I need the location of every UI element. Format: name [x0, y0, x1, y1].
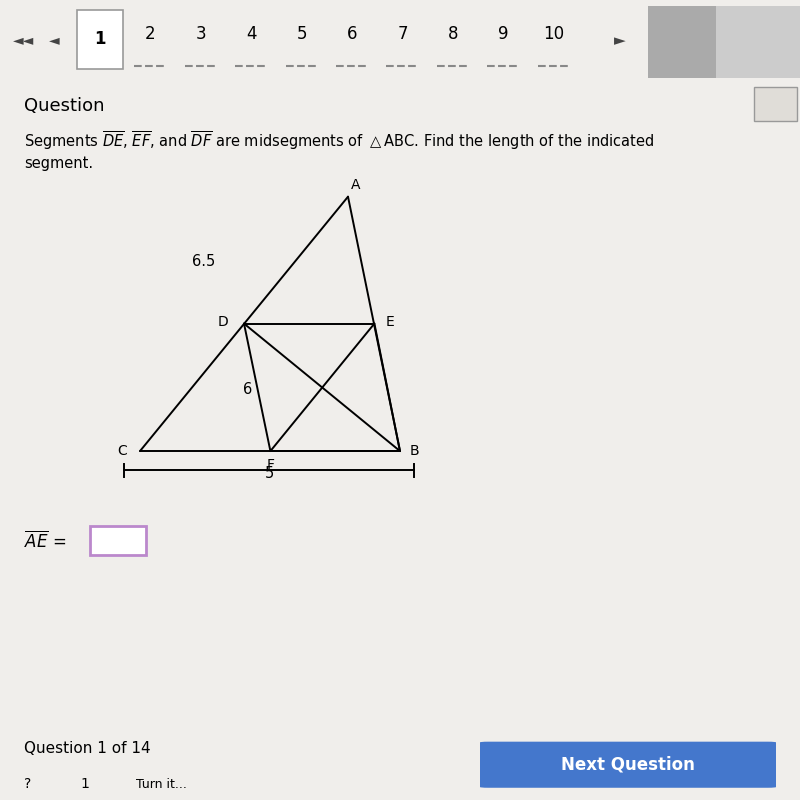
Text: E: E	[386, 315, 394, 330]
Text: 6.5: 6.5	[192, 254, 216, 269]
Text: 2: 2	[145, 25, 156, 42]
Text: 1: 1	[80, 777, 89, 791]
Text: Next Question: Next Question	[561, 755, 695, 773]
Text: Turn it...: Turn it...	[136, 778, 187, 790]
Text: 1: 1	[94, 30, 106, 48]
Text: ◄◄: ◄◄	[14, 34, 34, 47]
Text: 5: 5	[265, 466, 274, 481]
Text: ►: ►	[614, 33, 626, 48]
Text: 3: 3	[195, 25, 206, 42]
Text: Question 1 of 14: Question 1 of 14	[24, 741, 150, 756]
Text: 10: 10	[543, 25, 564, 42]
Text: 7: 7	[397, 25, 408, 42]
Text: 8: 8	[447, 25, 458, 42]
Text: ◄: ◄	[49, 34, 60, 47]
Text: F: F	[266, 458, 274, 472]
FancyBboxPatch shape	[754, 86, 797, 122]
FancyBboxPatch shape	[648, 6, 716, 78]
Text: $\overline{AE}$ =: $\overline{AE}$ =	[24, 530, 68, 552]
Text: D: D	[218, 315, 229, 330]
Text: 4: 4	[246, 25, 257, 42]
Text: 5: 5	[296, 25, 307, 42]
Text: Segments $\overline{DE}$, $\overline{EF}$, and $\overline{DF}$ are midsegments o: Segments $\overline{DE}$, $\overline{EF}…	[24, 129, 654, 152]
Text: B: B	[410, 444, 419, 458]
FancyBboxPatch shape	[480, 742, 776, 788]
Text: segment.: segment.	[24, 156, 93, 171]
Text: Question: Question	[24, 97, 105, 115]
FancyBboxPatch shape	[716, 6, 800, 78]
FancyBboxPatch shape	[90, 526, 146, 554]
Text: A: A	[351, 178, 361, 192]
Text: 6: 6	[346, 25, 358, 42]
FancyBboxPatch shape	[77, 10, 123, 70]
Text: ?: ?	[24, 777, 31, 791]
Text: C: C	[118, 444, 127, 458]
Text: 9: 9	[498, 25, 509, 42]
Text: 6: 6	[243, 382, 253, 398]
